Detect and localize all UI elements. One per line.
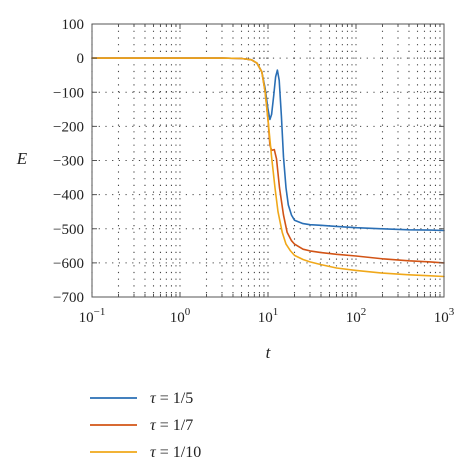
y-tick-label: −100 — [53, 85, 84, 101]
x-tick-labels: 10−1 100 101 102 103 — [79, 306, 455, 326]
x-tick-label: 100 — [170, 306, 191, 326]
y-tick-label: −200 — [53, 119, 84, 135]
series-line-3 — [91, 57, 445, 278]
y-tick-label: −300 — [53, 154, 84, 170]
y-tick-label: −400 — [53, 188, 84, 204]
y-tick-label: 100 — [62, 17, 85, 33]
series-lines — [91, 57, 445, 278]
legend-label-3: τ = 1/10 — [150, 444, 201, 461]
tick-marks — [91, 23, 445, 298]
x-tick-label: 101 — [258, 306, 279, 326]
y-tick-label: −600 — [53, 256, 84, 272]
legend-label-1: τ = 1/5 — [150, 390, 193, 407]
y-tick-labels: 100 0 −100 −200 −300 −400 −500 −600 −700 — [53, 17, 84, 306]
series-line-1 — [91, 57, 445, 232]
y-tick-label: 0 — [77, 51, 85, 67]
plot-area — [91, 23, 445, 298]
legend-label-2: τ = 1/7 — [150, 417, 193, 434]
x-tick-label: 10−1 — [79, 306, 106, 326]
x-axis-label: t — [266, 343, 272, 362]
legend: τ = 1/5 τ = 1/7 τ = 1/10 — [90, 390, 201, 461]
grid — [91, 23, 444, 298]
y-tick-label: −500 — [53, 222, 84, 238]
y-axis-label: E — [16, 149, 28, 168]
y-tick-label: −700 — [53, 290, 84, 306]
x-tick-label: 102 — [346, 306, 367, 326]
x-tick-label: 103 — [434, 306, 455, 326]
